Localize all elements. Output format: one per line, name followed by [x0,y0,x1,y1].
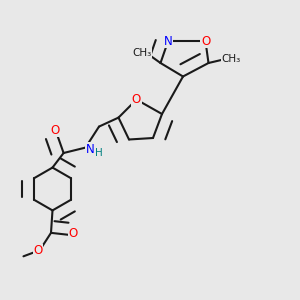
Text: CH₃: CH₃ [222,54,241,64]
Text: O: O [68,227,78,240]
Text: N: N [85,142,94,156]
Text: O: O [34,244,43,257]
Text: CH₃: CH₃ [132,48,151,58]
Text: N: N [164,35,172,48]
Text: O: O [132,93,141,106]
Text: O: O [50,124,59,137]
Text: O: O [201,35,210,48]
Text: H: H [94,148,102,158]
